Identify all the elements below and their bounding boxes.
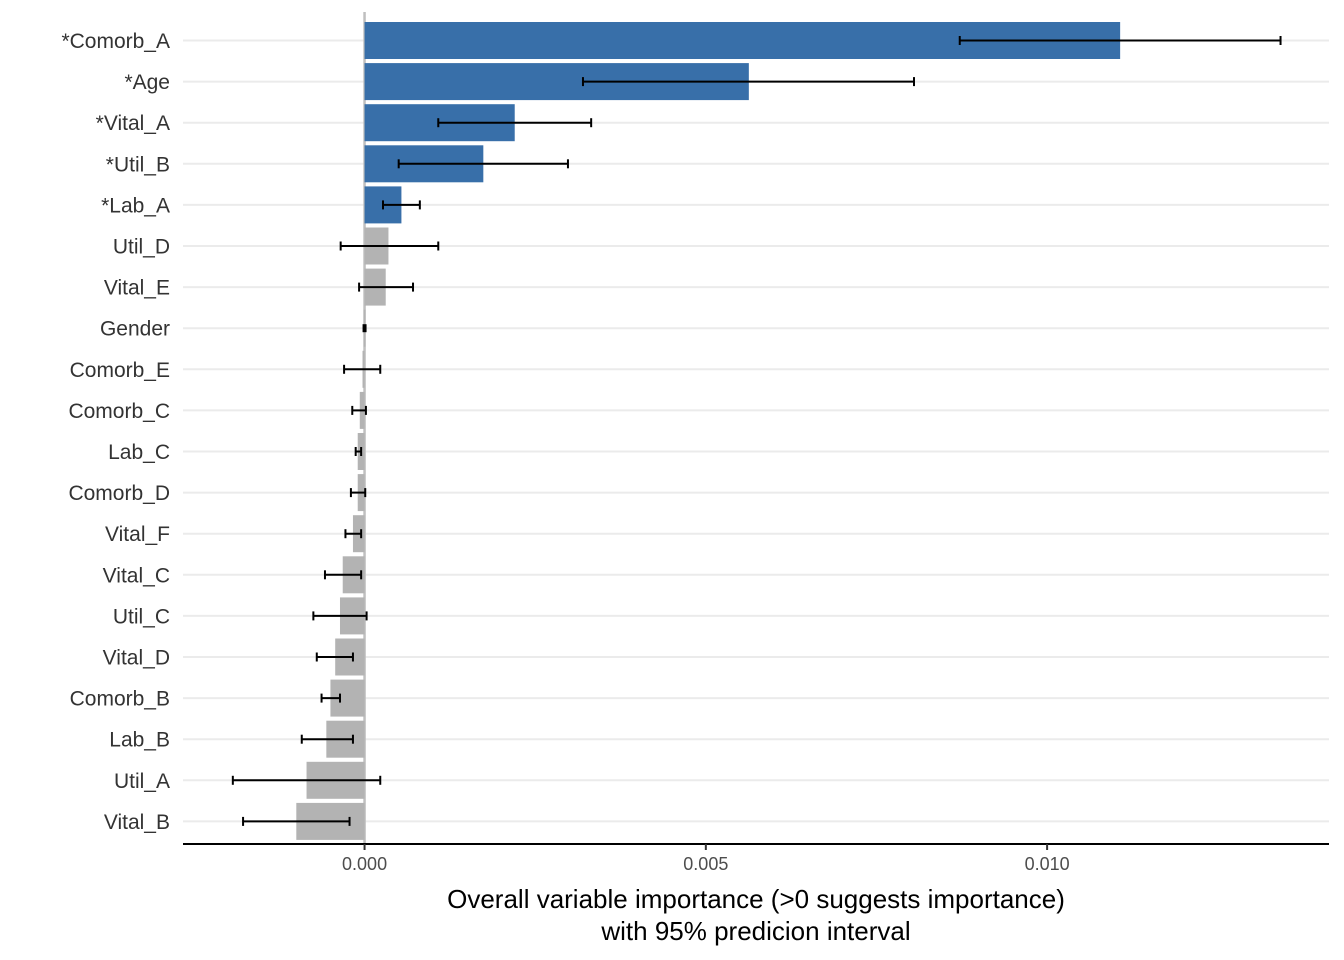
category-label-vital-d: Vital_D (103, 647, 170, 670)
category-label-util-d: Util_D (113, 236, 170, 259)
errorbar-comorb-b (320, 693, 341, 703)
category-label-gender: Gender (100, 318, 170, 341)
errorbar-age (581, 77, 916, 87)
category-label-vital-c: Vital_C (103, 564, 170, 587)
category-label-lab-b: Lab_B (109, 729, 170, 752)
x-tick-label-2: 0.010 (1025, 854, 1070, 874)
category-label-util-a: Util_A (114, 770, 170, 793)
errorbar-util-d (339, 241, 440, 251)
errorbar-comorb-c (351, 405, 367, 415)
category-label-comorb-d: Comorb_D (68, 482, 170, 505)
errorbar-gender (362, 324, 367, 333)
errorbar-vital-e (358, 282, 415, 292)
category-label-lab-a: *Lab_A (101, 194, 170, 217)
category-label-age: *Age (124, 71, 170, 94)
category-label-lab-c: Lab_C (108, 441, 170, 464)
x-axis-title-line-1: Overall variable importance (>0 suggests… (447, 884, 1065, 914)
errorbar-comorb-a (958, 36, 1282, 45)
errorbar-vital-c (323, 570, 363, 580)
category-label-comorb-e: Comorb_E (70, 359, 170, 382)
errorbar-vital-f (344, 529, 363, 539)
errorbar-util-b (397, 159, 569, 169)
errorbar-comorb-e (343, 364, 382, 374)
category-label-vital-a: *Vital_A (96, 112, 170, 135)
x-tick-label-0: 0.000 (342, 854, 387, 874)
category-labels: *Comorb_A *Age *Vital_A *Util_B *Lab_A Util_D… (61, 30, 170, 834)
x-tick-label-1: 0.005 (683, 854, 728, 874)
errorbar-util-a (231, 775, 382, 785)
errorbar-comorb-d (349, 488, 367, 498)
x-axis-title-line-2: with 95% predicion interval (600, 916, 910, 946)
category-label-vital-b: Vital_B (104, 811, 170, 834)
errorbar-vital-d (315, 652, 354, 662)
category-label-vital-e: Vital_E (104, 277, 170, 300)
errorbar-vital-b (242, 816, 351, 826)
category-label-vital-f: Vital_F (105, 523, 170, 546)
errorbar-vital-a (437, 118, 593, 128)
category-label-util-b: *Util_B (106, 153, 170, 176)
errorbar-lab-a (381, 200, 421, 210)
errorbar-lab-c (354, 447, 363, 456)
category-label-comorb-c: Comorb_C (68, 400, 170, 423)
category-label-comorb-a: *Comorb_A (61, 30, 170, 53)
error-bars (231, 36, 1282, 826)
errorbar-util-c (312, 611, 368, 621)
bars (296, 22, 1121, 840)
category-label-comorb-b: Comorb_B (70, 688, 170, 711)
errorbar-lab-b (300, 734, 354, 744)
x-axis: 0.000 0.005 0.010 (183, 843, 1329, 874)
category-label-util-c: Util_C (113, 605, 170, 628)
